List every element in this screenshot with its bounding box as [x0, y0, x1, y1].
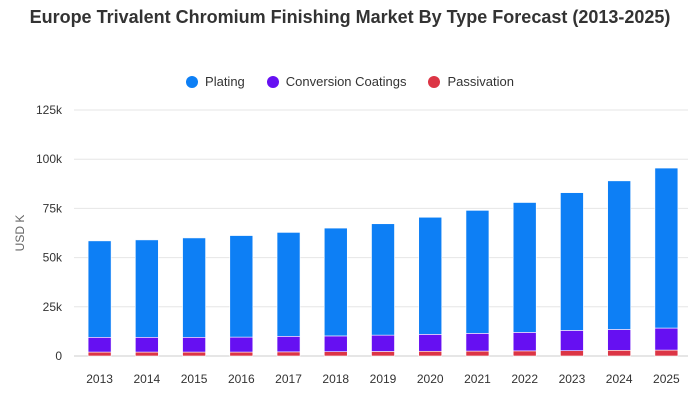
bar-conversion-coatings-2022 [512, 332, 537, 352]
bar-conversion-coatings-2025 [654, 327, 679, 351]
bar-passivation-2014 [135, 351, 159, 357]
bar-conversion-coatings-2016 [229, 336, 254, 353]
bar-conversion-coatings-2014 [135, 337, 159, 353]
legend-label-passivation: Passivation [447, 74, 514, 89]
bar-conversion-coatings-2019 [371, 334, 395, 352]
legend: Plating Conversion Coatings Passivation [0, 74, 700, 89]
bar-passivation-2020 [418, 350, 443, 357]
x-tick-label-2015: 2015 [181, 372, 208, 386]
bar-plating-2022 [512, 202, 537, 333]
bar-conversion-coatings-2017 [276, 336, 301, 353]
x-tick-label-2018: 2018 [322, 372, 349, 386]
bar-passivation-2018 [323, 351, 348, 357]
y-axis-title: USD K [13, 215, 27, 252]
x-tick-label-2021: 2021 [464, 372, 491, 386]
bar-plating-2013 [87, 240, 112, 338]
x-tick-label-2019: 2019 [370, 372, 397, 386]
legend-dot-plating-icon [186, 75, 199, 88]
bar-conversion-coatings-2021 [465, 333, 490, 352]
bar-passivation-2023 [560, 350, 584, 357]
bar-passivation-2022 [512, 350, 537, 357]
bar-conversion-coatings-2020 [418, 334, 443, 352]
bar-passivation-2017 [276, 351, 301, 357]
bar-plating-2016 [229, 235, 254, 338]
bar-plating-2014 [135, 239, 159, 338]
y-tick-label-5: 125k [36, 103, 63, 117]
bar-passivation-2015 [182, 351, 206, 357]
y-tick-label-4: 100k [36, 152, 63, 166]
bar-conversion-coatings-2013 [87, 337, 112, 353]
bar-plating-2025 [654, 167, 679, 329]
x-tick-label-2016: 2016 [228, 372, 255, 386]
x-tick-label-2013: 2013 [86, 372, 113, 386]
bar-plating-2020 [418, 216, 443, 335]
bar-plating-2019 [371, 223, 395, 336]
bar-passivation-2013 [87, 351, 112, 357]
bar-plating-2017 [276, 232, 301, 337]
x-tick-label-2020: 2020 [417, 372, 444, 386]
bar-plating-2023 [560, 192, 584, 331]
bar-passivation-2019 [371, 351, 395, 357]
legend-item-plating[interactable]: Plating [186, 74, 245, 89]
bar-passivation-2025 [654, 349, 679, 357]
x-tick-label-2023: 2023 [559, 372, 586, 386]
legend-item-passivation[interactable]: Passivation [428, 74, 514, 89]
chart-title: Europe Trivalent Chromium Finishing Mark… [29, 7, 671, 27]
bar-passivation-2016 [229, 351, 254, 357]
bar-conversion-coatings-2024 [607, 329, 631, 351]
bar-plating-2015 [182, 237, 206, 338]
x-tick-label-2014: 2014 [133, 372, 160, 386]
y-tick-label-2: 50k [43, 251, 63, 265]
bar-plating-2021 [465, 210, 490, 334]
y-tick-label-3: 75k [43, 201, 63, 215]
x-tick-label-2024: 2024 [606, 372, 633, 386]
bar-passivation-2024 [607, 349, 631, 357]
x-tick-label-2022: 2022 [511, 372, 538, 386]
x-tick-label-2025: 2025 [653, 372, 680, 386]
legend-label-plating: Plating [205, 74, 245, 89]
bar-conversion-coatings-2018 [323, 335, 348, 352]
bar-plating-2024 [607, 180, 631, 330]
legend-label-conversion-coatings: Conversion Coatings [285, 74, 407, 89]
legend-dot-passivation-icon [428, 75, 441, 88]
bar-conversion-coatings-2023 [560, 330, 584, 351]
legend-dot-conversion-coatings-icon [266, 75, 279, 88]
y-tick-label-0: 0 [55, 349, 62, 363]
x-tick-label-2017: 2017 [275, 372, 302, 386]
bar-passivation-2021 [465, 350, 490, 357]
legend-item-conversion-coatings[interactable]: Conversion Coatings [266, 74, 407, 89]
bar-conversion-coatings-2015 [182, 337, 206, 353]
y-tick-label-1: 25k [43, 300, 63, 314]
bar-plating-2018 [323, 227, 348, 337]
